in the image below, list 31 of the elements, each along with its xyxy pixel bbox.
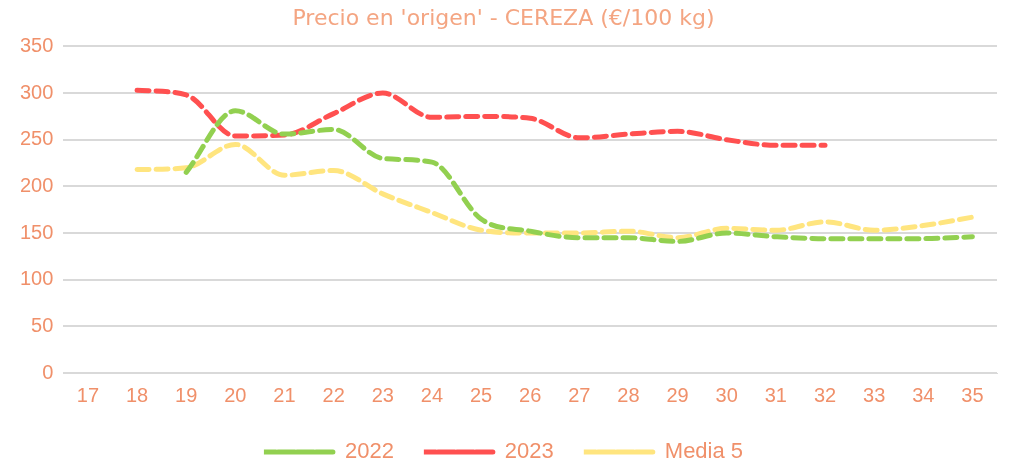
x-tick-label: 29 [666, 383, 689, 406]
y-tick-label: 300 [19, 80, 54, 103]
x-tick-label: 25 [469, 383, 493, 406]
chart-title: Precio en 'origen' - CEREZA (€/100 kg) [292, 4, 715, 30]
y-tick-label: 50 [31, 313, 54, 336]
x-tick-label: 27 [568, 383, 591, 406]
x-tick-label: 19 [175, 383, 198, 406]
x-tick-label: 18 [125, 383, 149, 406]
x-tick-label: 30 [715, 383, 738, 406]
x-tick-label: 33 [863, 383, 886, 406]
x-tick-label: 34 [912, 383, 935, 406]
x-tick-label: 35 [961, 383, 984, 406]
legend-label: 2022 [344, 438, 394, 464]
x-tick-label: 28 [617, 383, 640, 406]
y-tick-label: 350 [19, 33, 54, 56]
legend-label: Media 5 [664, 438, 744, 464]
x-tick-label: 20 [224, 383, 247, 406]
y-tick-label: 150 [19, 220, 54, 243]
x-tick-label: 26 [519, 383, 542, 406]
y-tick-label: 100 [19, 267, 54, 290]
x-tick-label: 32 [813, 383, 837, 406]
x-tick-label: 23 [371, 383, 394, 406]
x-tick-label: 24 [420, 383, 444, 406]
y-tick-label: 0 [42, 360, 54, 383]
x-tick-label: 21 [273, 383, 296, 406]
y-tick-label: 250 [19, 127, 54, 150]
legend-label: 2023 [504, 438, 554, 464]
x-tick-label: 22 [322, 383, 345, 406]
y-tick-label: 200 [19, 173, 54, 196]
x-tick-label: 31 [764, 383, 787, 406]
x-tick-label: 17 [76, 383, 100, 406]
